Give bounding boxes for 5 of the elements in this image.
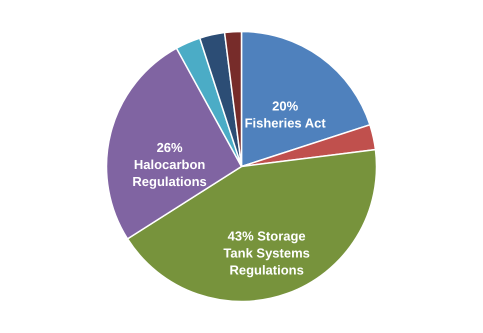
slice-label: Halocarbon Regulations xyxy=(132,157,207,190)
data-label: 26% xyxy=(156,140,184,156)
slice-label: 43% Storage Tank Systems Regulations xyxy=(223,228,310,278)
data-label: 20% xyxy=(272,98,299,114)
slice-label: Fisheries Act xyxy=(244,115,326,130)
